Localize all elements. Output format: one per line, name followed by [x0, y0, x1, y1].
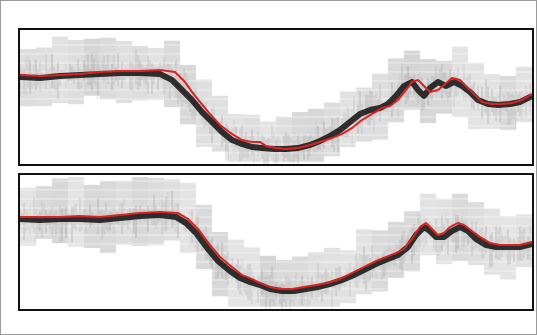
gray-swath-tile	[436, 198, 452, 265]
gray-swath-tile	[388, 221, 404, 278]
gray-swath-tile	[484, 208, 500, 275]
dark-trace	[20, 70, 532, 152]
panel-top	[18, 28, 534, 166]
gray-swath-tile	[516, 214, 532, 267]
gray-swath-tile	[324, 247, 340, 307]
gray-swath-tile	[276, 259, 292, 307]
gray-swath-tile	[260, 255, 276, 307]
red-overlay-curve	[20, 69, 532, 150]
gray-swath-tile	[52, 178, 68, 244]
gray-swath-tile	[116, 180, 132, 245]
gray-swath-tile	[292, 256, 308, 307]
scan-lines	[20, 180, 532, 308]
gray-swath-tile	[292, 112, 308, 162]
gray-swath-tile	[52, 36, 68, 104]
panel-bottom-plot	[20, 175, 532, 309]
red-overlay-curve	[20, 211, 532, 290]
panel-bottom	[18, 173, 534, 311]
dark-trace	[20, 212, 532, 294]
panel-top-plot	[20, 30, 532, 164]
